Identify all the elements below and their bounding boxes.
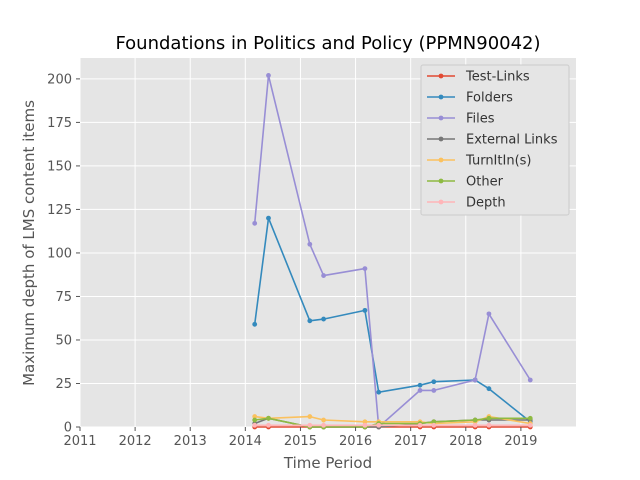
data-point-files [527,377,533,383]
data-point-other [266,415,271,421]
data-point-turnitin-s [252,414,258,419]
legend-box [420,64,570,216]
legend-swatch-marker [438,94,444,100]
x-tick-label: 2018 [449,434,482,449]
legend-item: Files [427,112,495,127]
legend-label: TurnItIn(s) [465,154,531,169]
legend-label: Other [466,175,504,190]
legend-item: Folders [427,91,513,106]
data-point-files [321,273,326,278]
data-point-depth [417,422,423,428]
y-tick-label: 175 [47,116,72,131]
y-tick-label: 100 [47,246,72,261]
y-axis-ticks: 0 25 50 75 100 125 150 175 200 [47,72,80,436]
x-axis-title: Time Period [283,454,372,472]
data-point-depth [266,422,271,428]
legend-item: Depth [427,196,506,211]
legend-label: Test-Links [465,70,530,85]
y-tick-label: 75 [55,290,72,305]
data-point-other [431,419,437,425]
series-layer [252,73,533,430]
legend-swatch-marker [438,136,444,142]
x-tick-label: 2019 [504,434,537,449]
data-point-depth [321,422,326,428]
data-point-depth [362,422,368,428]
y-tick-label: 0 [64,421,72,436]
data-point-depth [472,422,478,428]
x-tick-label: 2017 [394,434,427,449]
data-point-folders [321,316,326,322]
data-point-files [486,311,492,317]
legend-swatch-marker [438,178,444,184]
x-axis-ticks: 2011 2012 2013 2014 2015 2016 2017 2018 2019 [63,427,537,449]
legend-swatch-marker [438,115,444,121]
legend-item: TurnItIn(s) [427,154,531,169]
data-point-depth [376,422,382,428]
x-tick-label: 2015 [284,434,317,449]
x-tick-label: 2012 [119,434,152,449]
y-tick-label: 25 [55,377,72,392]
data-point-other [252,417,258,423]
x-tick-label: 2013 [174,434,207,449]
data-point-files [252,220,258,226]
data-point-depth [527,422,533,428]
legend-label: Files [466,112,495,127]
data-point-folders [362,307,368,313]
x-tick-label: 2016 [339,434,372,449]
data-point-depth [307,422,313,428]
data-point-folders [486,386,492,392]
data-point-folders [376,389,382,395]
data-point-files [362,266,368,272]
y-axis-title: Maximum depth of LMS content items [20,100,38,386]
data-point-depth [486,422,492,428]
legend-swatch-marker [438,73,444,79]
data-point-turnitin-s [321,417,326,423]
data-point-folders [307,318,313,324]
data-point-folders [266,215,271,221]
data-point-files [266,73,271,78]
data-point-turnitin-s [362,419,368,425]
chart-title: Foundations in Politics and Policy (PPMN… [115,33,540,54]
y-tick-label: 150 [47,159,72,174]
data-point-other [472,417,478,423]
legend-label: External Links [466,133,558,148]
data-point-folders [431,379,437,385]
legend-label: Folders [466,91,513,106]
y-tick-label: 125 [47,203,72,218]
legend-item: External Links [427,133,558,148]
data-point-files [431,388,437,393]
legend-swatch-marker [438,199,444,205]
series-depth [252,422,533,428]
y-tick-label: 50 [55,333,72,348]
data-point-files [417,388,423,393]
x-tick-label: 2014 [229,434,262,449]
y-tick-label: 200 [47,72,72,87]
legend-item: Test-Links [427,70,530,85]
data-point-turnitin-s [307,414,313,419]
data-point-other [486,415,492,421]
legend: Test-Links Folders Files External Links Turn… [420,64,570,216]
legend-label: Depth [466,196,506,211]
legend-item: Other [427,175,504,190]
data-point-folders [252,321,258,327]
legend-swatch-marker [438,157,444,163]
x-tick-label: 2011 [63,434,96,449]
data-point-files [472,377,478,383]
data-point-other [527,415,533,421]
data-point-depth [431,422,437,428]
data-point-folders [417,382,423,388]
data-point-files [307,241,313,247]
data-point-depth [252,422,258,428]
